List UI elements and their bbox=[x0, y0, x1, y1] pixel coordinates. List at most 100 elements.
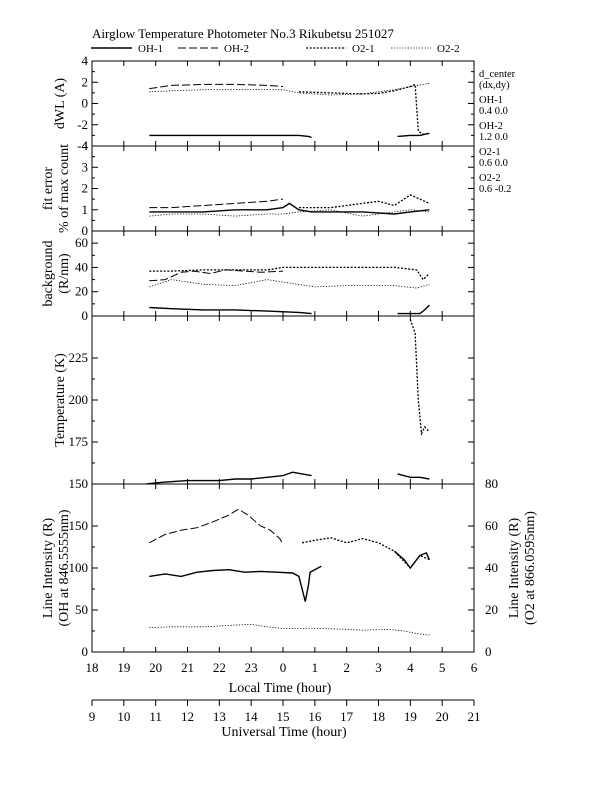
local-tick-label-8: 2 bbox=[343, 660, 350, 675]
ytick-label-temp-1: 175 bbox=[69, 434, 89, 449]
ytick2-label-1: 20 bbox=[485, 602, 498, 617]
series-fit-oh2 bbox=[149, 198, 284, 209]
side-info-o21-name: O2-1 bbox=[479, 147, 501, 158]
panel-bg: 0 20 40 60 background (R/nm) bbox=[41, 230, 475, 323]
ytick2-label-0: 0 bbox=[485, 644, 492, 659]
ytick-label-dwl-1: -2 bbox=[77, 117, 88, 132]
side-info: d_center (dx,dy) OH-1 0.4 0.0 OH-2 1.2 0… bbox=[479, 69, 516, 195]
series-group-dwl bbox=[149, 82, 430, 139]
side-info-oh1-name: OH-1 bbox=[479, 95, 503, 106]
panel-dwl: -4 -2 0 2 4 dWL (A) bbox=[53, 53, 475, 153]
ytick-label-bg-2: 40 bbox=[75, 259, 88, 274]
series-bg-o21 bbox=[149, 266, 430, 281]
local-tick-label-7: 1 bbox=[312, 660, 319, 675]
ut-tick-label-10: 19 bbox=[404, 709, 417, 724]
side-info-o21-value: 0.6 0.0 bbox=[479, 158, 508, 169]
ut-time-label: Universal Time (hour) bbox=[221, 725, 347, 740]
legend-label-oh1: OH-1 bbox=[138, 43, 163, 55]
local-time-label: Local Time (hour) bbox=[229, 681, 332, 696]
ut-tick-label-3: 12 bbox=[181, 709, 194, 724]
side-info-header: d_center bbox=[479, 69, 516, 80]
local-tick-label-2: 20 bbox=[149, 660, 162, 675]
panel-frame-dwl bbox=[91, 60, 475, 147]
ut-axis: 18 19 20 21 22 23 0 1 2 3 4 5 69 10 11 12 13 14 15 16 17 18 19… bbox=[86, 660, 481, 724]
ytick-label-fit-3: 3 bbox=[82, 159, 89, 174]
local-tick-label-1: 19 bbox=[117, 660, 130, 675]
ylabel-fit: fit error bbox=[41, 167, 56, 210]
series-group-temp bbox=[146, 319, 430, 484]
local-tick-label-9: 3 bbox=[375, 660, 382, 675]
series-bg-oh1-b bbox=[397, 304, 430, 315]
ut-tick-label-12: 21 bbox=[468, 709, 481, 724]
panel-frame-bg bbox=[91, 230, 475, 317]
side-info-o22-value: 0.6 -0.2 bbox=[479, 184, 511, 195]
side-info-sub: (dx,dy) bbox=[479, 80, 510, 91]
series-intensity-o22 bbox=[149, 623, 430, 636]
ytick2-label-3: 60 bbox=[485, 518, 498, 533]
panel-fit: 0 1 2 3 4 fit error% of max count bbox=[41, 138, 475, 238]
series-bg-oh2 bbox=[149, 269, 284, 282]
ut-tick-label-7: 16 bbox=[308, 709, 322, 724]
legend-label-o21: O2-1 bbox=[352, 43, 375, 55]
ytick-label-fit-4: 4 bbox=[82, 138, 89, 153]
ylabel-bg: background bbox=[41, 240, 56, 306]
ytick-label-dwl-4: 4 bbox=[82, 53, 89, 68]
legend: OH-1 OH-2 O2-1 O2-2 bbox=[91, 43, 460, 55]
ut-tick-label-5: 14 bbox=[245, 709, 259, 724]
series-group-fit bbox=[149, 194, 430, 217]
series-intensity-oh2 bbox=[149, 508, 284, 545]
ytick-label-dwl-3: 2 bbox=[82, 74, 89, 89]
rlabel2-intensity: (O2 at 866.0595nm) bbox=[523, 511, 538, 625]
series-fit-o21 bbox=[298, 194, 430, 209]
legend-label-o22: O2-2 bbox=[437, 43, 460, 55]
side-info-oh1-value: 0.4 0.0 bbox=[479, 106, 508, 117]
ut-tick-label-2: 11 bbox=[149, 709, 162, 724]
ytick2-label-2: 40 bbox=[485, 560, 498, 575]
series-dwl-o21 bbox=[298, 83, 430, 135]
ylabel2-bg: (R/nm) bbox=[57, 253, 72, 294]
series-dwl-o22 bbox=[149, 82, 430, 96]
ytick-label-bg-0: 0 bbox=[82, 308, 89, 323]
local-tick-label-3: 21 bbox=[181, 660, 194, 675]
side-info-o22-name: O2-2 bbox=[479, 173, 501, 184]
ytick-label-fit-2: 2 bbox=[82, 181, 89, 196]
ytick-label-dwl-2: 0 bbox=[82, 96, 89, 111]
series-intensity-oh1 bbox=[149, 565, 322, 602]
local-tick-label-5: 23 bbox=[245, 660, 258, 675]
ut-tick-label-11: 20 bbox=[436, 709, 449, 724]
ytick-label-intensity-3: 150 bbox=[69, 518, 89, 533]
side-info-oh2-name: OH-2 bbox=[479, 121, 503, 132]
series-group-intensity bbox=[149, 508, 431, 636]
local-tick-label-0: 18 bbox=[86, 660, 99, 675]
ytick-label-bg-3: 60 bbox=[75, 235, 88, 250]
ut-tick-label-6: 15 bbox=[277, 709, 290, 724]
ytick-label-temp-2: 200 bbox=[69, 392, 89, 407]
ut-tick-label-4: 13 bbox=[213, 709, 226, 724]
series-dwl-oh1-b bbox=[397, 132, 430, 138]
ytick-label-temp-0: 150 bbox=[69, 476, 89, 491]
ytick-label-temp-3: 225 bbox=[69, 350, 89, 365]
local-tick-label-10: 4 bbox=[407, 660, 414, 675]
local-tick-label-4: 22 bbox=[213, 660, 226, 675]
local-tick-label-12: 6 bbox=[471, 660, 478, 675]
ytick-label-fit-1: 1 bbox=[82, 202, 89, 217]
series-bg-oh1 bbox=[149, 306, 312, 315]
series-intensity-o21 bbox=[301, 537, 430, 570]
ut-tick-label-0: 9 bbox=[89, 709, 96, 724]
local-tick-label-11: 5 bbox=[439, 660, 446, 675]
series-temp-o21 bbox=[409, 319, 430, 436]
ut-tick-label-8: 17 bbox=[340, 709, 354, 724]
series-dwl-oh1 bbox=[149, 134, 312, 139]
ytick-label-intensity-2: 100 bbox=[69, 560, 89, 575]
ut-tick-label-1: 10 bbox=[117, 709, 130, 724]
series-temp-oh1 bbox=[146, 471, 312, 484]
ylabel-temp: Temperature (K) bbox=[53, 353, 68, 447]
ytick2-label-4: 80 bbox=[485, 476, 498, 491]
panels: -4 -2 0 2 4 dWL (A) 0 1 2 3 4 fit error% of max cou… bbox=[41, 53, 538, 659]
local-tick-label-6: 0 bbox=[280, 660, 287, 675]
series-fit-oh1 bbox=[149, 202, 430, 215]
panel-frame-temp bbox=[91, 315, 475, 485]
